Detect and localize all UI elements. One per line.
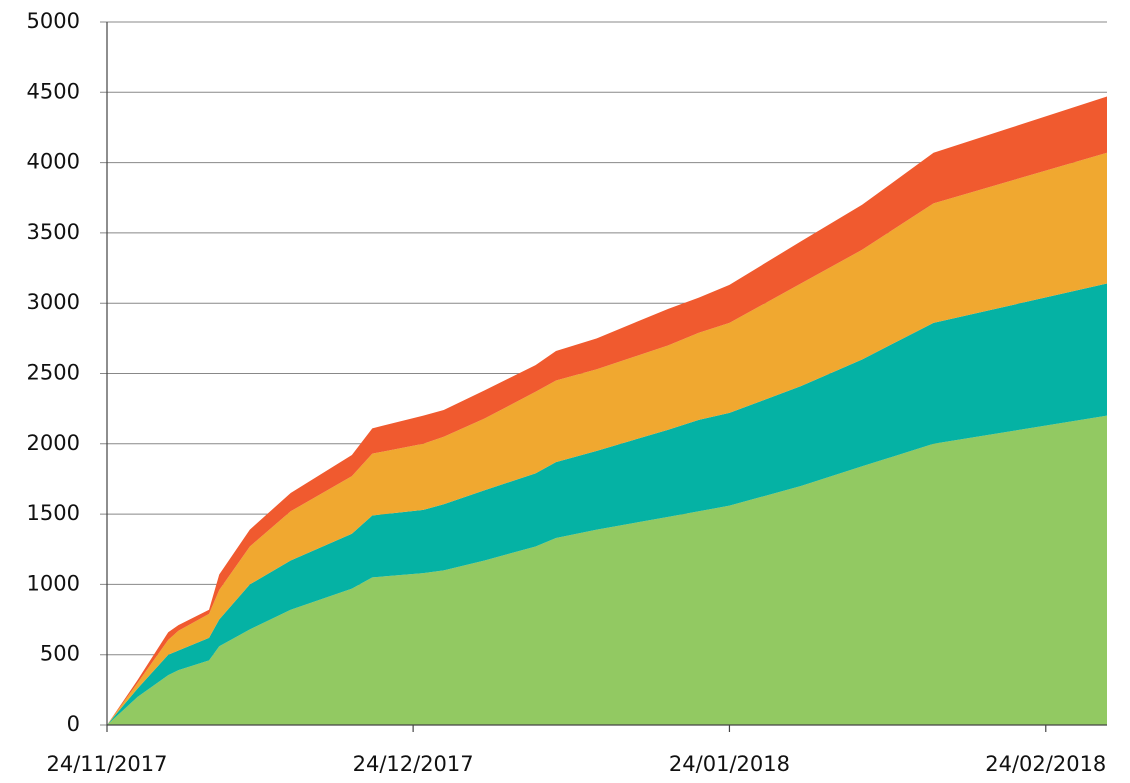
y-tick-label: 2500: [27, 361, 80, 385]
y-tick-label: 4000: [27, 150, 80, 174]
y-tick-label: 1500: [27, 501, 80, 525]
area: [107, 96, 1107, 725]
y-tick-label: 2000: [27, 431, 80, 455]
area: [107, 152, 1107, 725]
y-tick-label: 3000: [27, 290, 80, 314]
y-tick-label: 500: [40, 642, 80, 666]
y-tick-label: 5000: [27, 9, 80, 33]
x-tick-label: 24/11/2017: [46, 752, 167, 776]
y-tick-label: 0: [67, 712, 80, 736]
y-tick-label: 1000: [27, 571, 80, 595]
area: [107, 415, 1107, 725]
x-tick-label: 24/01/2018: [669, 752, 790, 776]
y-tick-label: 3500: [27, 220, 80, 244]
x-tick-label: 24/02/2018: [985, 752, 1106, 776]
y-tick-label: 4500: [27, 79, 80, 103]
area: [107, 283, 1107, 725]
x-tick-label: 24/12/2017: [353, 752, 474, 776]
